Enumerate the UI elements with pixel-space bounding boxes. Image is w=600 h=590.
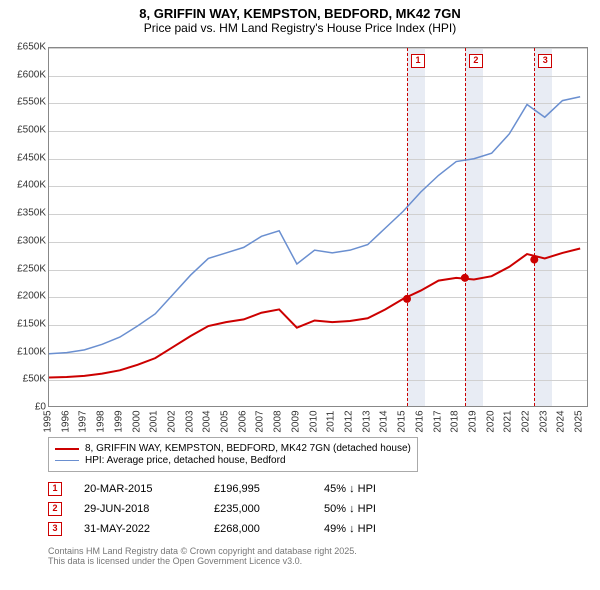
y-axis-label: £550K [6, 97, 46, 108]
x-axis-label: 2015 [397, 410, 408, 432]
series-line [49, 97, 580, 354]
x-axis-label: 1998 [96, 410, 107, 432]
x-axis-label: 2019 [467, 410, 478, 432]
x-axis-label: 2006 [237, 410, 248, 432]
data-point-marker [530, 256, 538, 264]
footer-line-1: Contains HM Land Registry data © Crown c… [48, 546, 594, 556]
series-line [49, 248, 580, 377]
transaction-diff: 50% ↓ HPI [324, 503, 444, 515]
transaction-row: 1 20-MAR-2015£196,99545% ↓ HPI [48, 482, 594, 496]
x-axis-label: 2020 [485, 410, 496, 432]
legend-item: 8, GRIFFIN WAY, KEMPSTON, BEDFORD, MK42 … [55, 443, 411, 454]
x-axis-label: 2000 [131, 410, 142, 432]
x-axis-label: 2011 [326, 411, 337, 433]
transaction-row: 3 31-MAY-2022£268,00049% ↓ HPI [48, 522, 594, 536]
y-axis-label: £500K [6, 125, 46, 136]
transaction-date: 20-MAR-2015 [84, 483, 214, 495]
transaction-date: 29-JUN-2018 [84, 503, 214, 515]
x-axis-label: 2013 [361, 410, 372, 432]
y-axis-label: £0 [6, 402, 46, 413]
x-axis-label: 2017 [432, 410, 443, 432]
legend: 8, GRIFFIN WAY, KEMPSTON, BEDFORD, MK42 … [48, 437, 418, 472]
footer-line-2: This data is licensed under the Open Gov… [48, 556, 594, 566]
x-axis-label: 2008 [273, 410, 284, 432]
legend-swatch [55, 448, 79, 450]
footer-attribution: Contains HM Land Registry data © Crown c… [48, 546, 594, 566]
y-axis-label: £100K [6, 346, 46, 357]
transaction-diff: 45% ↓ HPI [324, 483, 444, 495]
x-axis-label: 1996 [60, 410, 71, 432]
x-axis-label: 2004 [202, 410, 213, 432]
legend-item: HPI: Average price, detached house, Bedf… [55, 455, 411, 466]
transaction-marker: 1 [48, 482, 62, 496]
data-point-marker [461, 274, 469, 282]
legend-swatch [55, 460, 79, 462]
transaction-marker: 3 [48, 522, 62, 536]
transaction-price: £196,995 [214, 483, 324, 495]
y-axis-label: £350K [6, 208, 46, 219]
transaction-row: 2 29-JUN-2018£235,00050% ↓ HPI [48, 502, 594, 516]
x-axis-label: 2018 [450, 410, 461, 432]
y-axis-label: £200K [6, 291, 46, 302]
y-axis-label: £50K [6, 374, 46, 385]
y-axis-label: £150K [6, 318, 46, 329]
y-axis-label: £650K [6, 42, 46, 53]
x-axis-label: 2002 [166, 410, 177, 432]
x-axis-label: 2007 [255, 410, 266, 432]
legend-label: HPI: Average price, detached house, Bedf… [85, 455, 286, 466]
x-axis-label: 2016 [414, 410, 425, 432]
transaction-marker: 2 [48, 502, 62, 516]
x-axis-label: 2021 [503, 410, 514, 432]
x-axis-label: 2025 [574, 410, 585, 432]
chart-subtitle: Price paid vs. HM Land Registry's House … [6, 21, 594, 35]
transaction-table: 1 20-MAR-2015£196,99545% ↓ HPI 2 29-JUN-201… [48, 482, 594, 536]
x-axis-label: 2023 [538, 410, 549, 432]
x-axis-label: 1995 [43, 410, 54, 432]
y-axis-label: £300K [6, 235, 46, 246]
transaction-diff: 49% ↓ HPI [324, 523, 444, 535]
x-axis-label: 2001 [149, 410, 160, 432]
x-axis-label: 2003 [184, 410, 195, 432]
x-axis-label: 2010 [308, 410, 319, 432]
transaction-date: 31-MAY-2022 [84, 523, 214, 535]
x-axis-label: 1999 [113, 410, 124, 432]
y-axis-label: £600K [6, 69, 46, 80]
x-axis-label: 2005 [220, 410, 231, 432]
chart-title: 8, GRIFFIN WAY, KEMPSTON, BEDFORD, MK42 … [6, 6, 594, 21]
x-axis-label: 2009 [290, 410, 301, 432]
plot-area: 123 [48, 47, 588, 407]
x-axis-label: 2024 [556, 410, 567, 432]
x-axis-label: 1997 [78, 410, 89, 432]
data-point-marker [403, 295, 411, 303]
y-axis-label: £250K [6, 263, 46, 274]
chart-area: 123 £0 £50K £100K £150K £200K £250K £300K £350K… [6, 43, 592, 433]
transaction-price: £235,000 [214, 503, 324, 515]
x-axis-label: 2012 [343, 410, 354, 432]
chart-svg [49, 48, 589, 408]
x-axis-label: 2022 [521, 410, 532, 432]
transaction-price: £268,000 [214, 523, 324, 535]
x-axis-label: 2014 [379, 410, 390, 432]
legend-label: 8, GRIFFIN WAY, KEMPSTON, BEDFORD, MK42 … [85, 443, 411, 454]
y-axis-label: £400K [6, 180, 46, 191]
y-axis-label: £450K [6, 152, 46, 163]
